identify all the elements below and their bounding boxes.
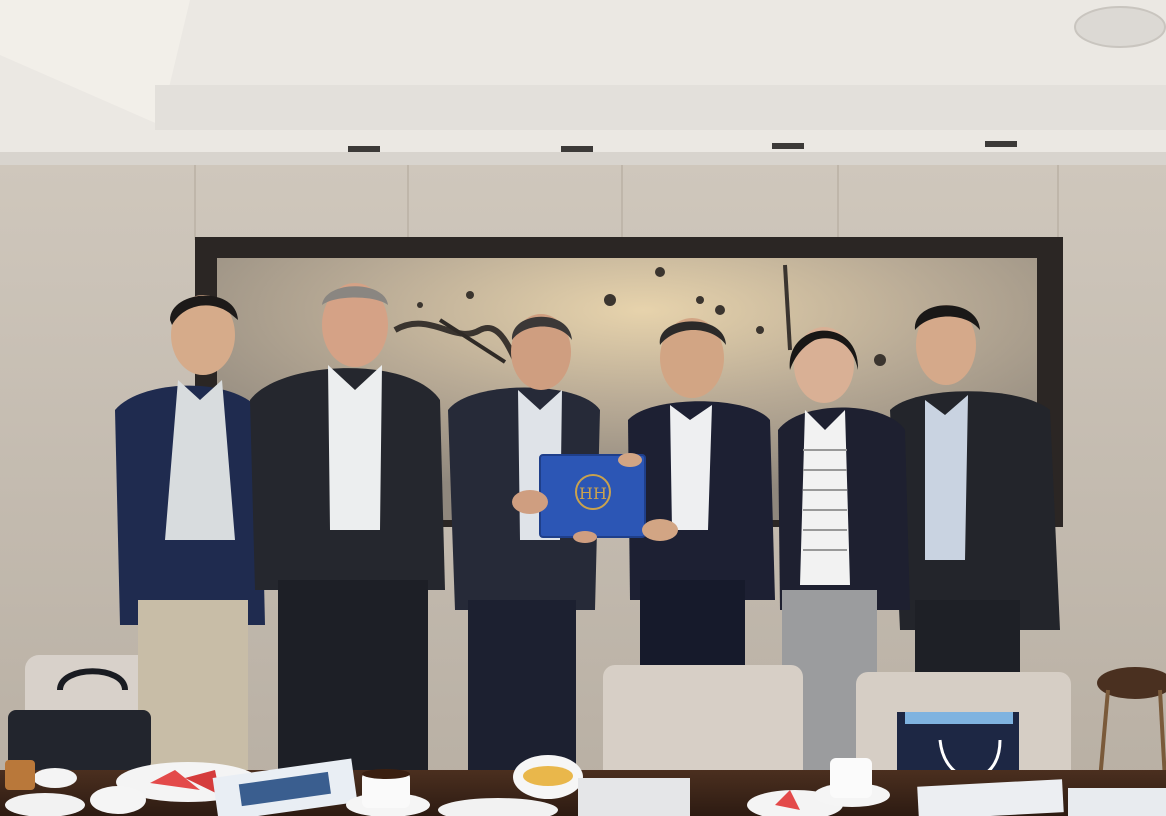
person-2 xyxy=(250,283,445,775)
blue-gift-folder: HH xyxy=(539,454,646,538)
hands xyxy=(512,453,678,543)
tableware xyxy=(5,755,1166,816)
handbag xyxy=(8,668,151,770)
chair-center xyxy=(603,665,803,795)
person-1 xyxy=(115,295,265,770)
folder-emblem: HH xyxy=(579,484,607,503)
side-table xyxy=(1097,667,1166,781)
ceiling xyxy=(0,0,1166,166)
